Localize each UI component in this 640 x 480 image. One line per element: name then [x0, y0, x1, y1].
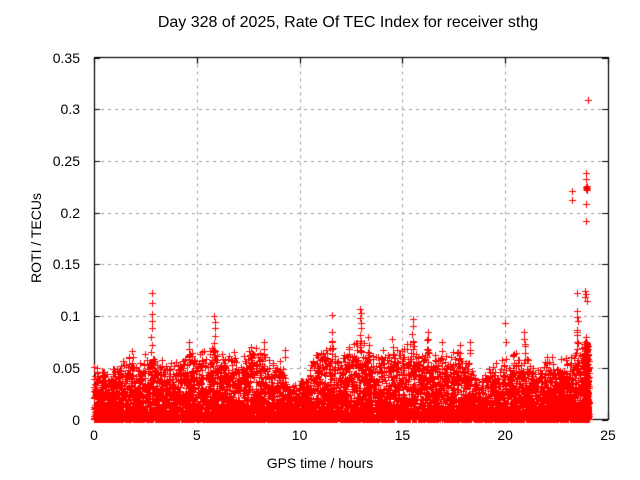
chart-title: Day 328 of 2025, Rate Of TEC Index for r…	[157, 14, 539, 31]
y-tick-label-0.1: 0.1	[60, 308, 80, 325]
y-tick-label-0.25: 0.25	[52, 152, 80, 169]
x-axis-label: GPS time / hours	[266, 455, 374, 471]
x-tick-label-15: 15	[394, 427, 411, 443]
x-tick-label-25: 25	[600, 427, 616, 443]
x-tick-label-0: 0	[90, 427, 98, 443]
y-tick-label-0.05: 0.05	[52, 359, 80, 376]
y-tick-label-0.2: 0.2	[60, 204, 80, 221]
y-tick-label-0.15: 0.15	[52, 256, 80, 273]
x-tick-label-5: 5	[192, 427, 201, 443]
x-tick-label-20: 20	[497, 427, 513, 443]
y-tick-label-0.35: 0.35	[52, 49, 80, 66]
y-tick-label-0.3: 0.3	[60, 101, 80, 118]
x-tick-label-10: 10	[291, 427, 308, 443]
y-tick-label-0: 0	[72, 411, 80, 428]
